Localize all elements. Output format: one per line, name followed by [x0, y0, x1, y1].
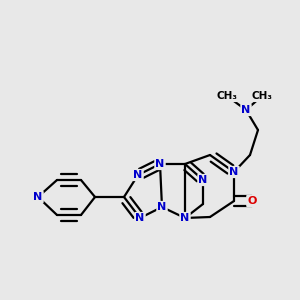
Text: N: N	[158, 202, 166, 212]
Text: N: N	[155, 159, 165, 169]
Text: O: O	[247, 196, 257, 206]
Text: N: N	[180, 213, 190, 223]
Text: N: N	[33, 192, 43, 202]
Text: N: N	[230, 167, 238, 177]
Text: CH₃: CH₃	[217, 91, 238, 101]
Text: N: N	[198, 175, 208, 185]
Text: N: N	[135, 213, 145, 223]
Text: N: N	[134, 170, 142, 180]
Text: CH₃: CH₃	[251, 91, 272, 101]
Text: N: N	[242, 105, 250, 115]
